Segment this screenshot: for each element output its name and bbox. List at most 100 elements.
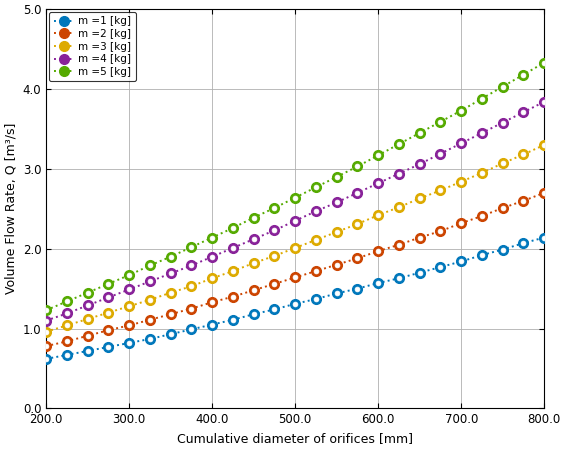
m =5 [kg] — [292, 195, 298, 200]
m =2 [kg] — [354, 255, 361, 261]
m =1 [kg] — [229, 317, 236, 322]
m =2 [kg] — [520, 198, 527, 203]
m =4 [kg] — [499, 120, 506, 125]
m =5 [kg] — [209, 235, 216, 240]
Line: m =3 [kg]: m =3 [kg] — [44, 142, 547, 334]
m =3 [kg] — [354, 221, 361, 227]
m =3 [kg] — [229, 269, 236, 274]
m =3 [kg] — [188, 284, 195, 289]
m =5 [kg] — [520, 72, 527, 77]
m =5 [kg] — [84, 290, 91, 295]
m =1 [kg] — [354, 286, 361, 291]
m =2 [kg] — [499, 205, 506, 211]
m =3 [kg] — [312, 237, 319, 242]
m =4 [kg] — [333, 200, 340, 205]
m =1 [kg] — [209, 322, 216, 327]
m =1 [kg] — [479, 252, 485, 258]
m =5 [kg] — [146, 263, 153, 268]
m =4 [kg] — [146, 279, 153, 284]
m =4 [kg] — [479, 130, 485, 136]
m =5 [kg] — [437, 119, 444, 124]
m =5 [kg] — [541, 60, 547, 66]
m =1 [kg] — [64, 352, 71, 357]
m =2 [kg] — [188, 306, 195, 311]
m =3 [kg] — [458, 179, 464, 185]
m =5 [kg] — [229, 225, 236, 231]
m =2 [kg] — [105, 327, 112, 333]
m =5 [kg] — [167, 254, 174, 260]
m =3 [kg] — [437, 188, 444, 193]
m =2 [kg] — [375, 248, 381, 254]
m =4 [kg] — [458, 141, 464, 146]
m =1 [kg] — [375, 280, 381, 286]
m =2 [kg] — [209, 299, 216, 305]
m =3 [kg] — [84, 316, 91, 321]
m =1 [kg] — [250, 312, 257, 317]
m =2 [kg] — [250, 287, 257, 293]
m =1 [kg] — [541, 235, 547, 240]
m =2 [kg] — [312, 269, 319, 274]
m =3 [kg] — [479, 170, 485, 176]
Y-axis label: Volume Flow Rate, Q [m³/s]: Volume Flow Rate, Q [m³/s] — [4, 123, 17, 295]
m =5 [kg] — [396, 141, 402, 147]
m =3 [kg] — [416, 196, 423, 201]
m =4 [kg] — [292, 218, 298, 224]
m =2 [kg] — [43, 343, 50, 349]
m =4 [kg] — [105, 295, 112, 300]
m =1 [kg] — [188, 327, 195, 332]
m =4 [kg] — [43, 318, 50, 323]
m =2 [kg] — [229, 294, 236, 299]
m =3 [kg] — [146, 297, 153, 303]
Line: m =2 [kg]: m =2 [kg] — [44, 190, 547, 348]
m =4 [kg] — [209, 254, 216, 260]
m =1 [kg] — [271, 307, 278, 312]
m =1 [kg] — [126, 340, 133, 346]
m =3 [kg] — [396, 204, 402, 210]
m =3 [kg] — [43, 329, 50, 335]
m =1 [kg] — [520, 240, 527, 246]
m =4 [kg] — [84, 303, 91, 308]
m =2 [kg] — [333, 262, 340, 268]
m =4 [kg] — [126, 287, 133, 292]
m =1 [kg] — [312, 296, 319, 302]
m =4 [kg] — [271, 228, 278, 233]
Legend: m =1 [kg], m =2 [kg], m =3 [kg], m =4 [kg], m =5 [kg]: m =1 [kg], m =2 [kg], m =3 [kg], m =4 [k… — [49, 12, 136, 81]
m =5 [kg] — [458, 108, 464, 113]
m =2 [kg] — [271, 281, 278, 286]
Line: m =5 [kg]: m =5 [kg] — [44, 60, 547, 313]
m =4 [kg] — [541, 99, 547, 105]
m =2 [kg] — [396, 242, 402, 247]
m =5 [kg] — [43, 308, 50, 313]
m =4 [kg] — [416, 161, 423, 167]
m =4 [kg] — [437, 151, 444, 156]
m =5 [kg] — [333, 174, 340, 180]
m =2 [kg] — [126, 323, 133, 328]
m =1 [kg] — [458, 259, 464, 264]
m =2 [kg] — [146, 317, 153, 322]
m =3 [kg] — [520, 152, 527, 157]
Line: m =4 [kg]: m =4 [kg] — [44, 99, 547, 323]
m =2 [kg] — [416, 235, 423, 240]
m =5 [kg] — [64, 299, 71, 304]
m =5 [kg] — [499, 84, 506, 89]
m =4 [kg] — [312, 208, 319, 214]
m =2 [kg] — [458, 220, 464, 226]
m =5 [kg] — [312, 185, 319, 190]
X-axis label: Cumulative diameter of orifices [mm]: Cumulative diameter of orifices [mm] — [177, 432, 413, 445]
m =3 [kg] — [209, 276, 216, 281]
m =1 [kg] — [416, 270, 423, 275]
m =2 [kg] — [64, 339, 71, 344]
m =3 [kg] — [375, 212, 381, 218]
m =1 [kg] — [167, 331, 174, 337]
m =5 [kg] — [250, 215, 257, 220]
m =4 [kg] — [188, 263, 195, 268]
Line: m =1 [kg]: m =1 [kg] — [44, 235, 547, 361]
m =5 [kg] — [416, 130, 423, 136]
m =2 [kg] — [84, 333, 91, 339]
m =3 [kg] — [499, 161, 506, 166]
m =4 [kg] — [520, 110, 527, 115]
m =4 [kg] — [354, 190, 361, 195]
m =2 [kg] — [167, 312, 174, 317]
m =1 [kg] — [437, 264, 444, 270]
m =5 [kg] — [354, 164, 361, 169]
